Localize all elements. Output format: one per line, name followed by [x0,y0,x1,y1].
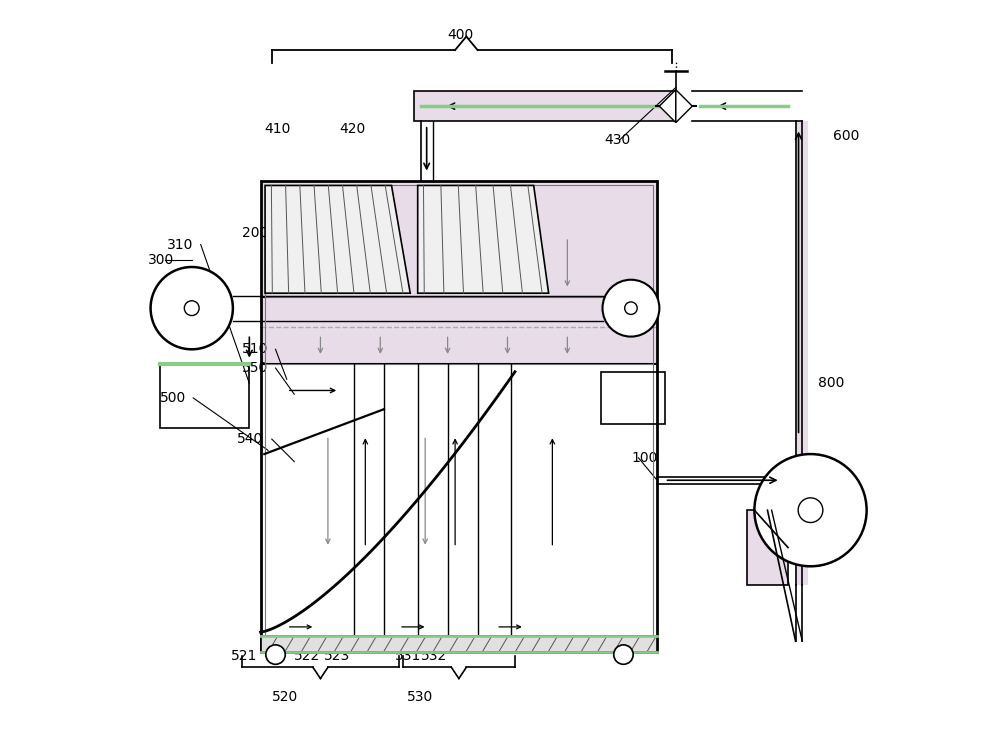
Text: 400: 400 [448,28,474,42]
Bar [414,91,676,121]
Text: 200: 200 [242,226,268,240]
Text: 320: 320 [163,279,190,293]
Text: 600: 600 [833,129,859,143]
Text: 550: 550 [242,361,268,375]
Polygon shape [418,185,549,293]
Circle shape [151,267,233,349]
Text: 420: 420 [339,122,365,136]
Bar [261,636,657,653]
Bar [265,185,653,648]
Bar [160,364,249,428]
Text: 110: 110 [620,634,646,648]
Text: 410: 410 [264,122,291,136]
Bar [261,181,657,653]
Circle shape [614,645,633,665]
Circle shape [266,645,285,665]
Text: 531: 531 [395,649,422,663]
Text: 100: 100 [631,451,657,465]
Bar [261,297,657,364]
Text: 520: 520 [272,690,298,704]
Text: 523: 523 [324,649,350,663]
Bar [747,510,788,585]
Bar [747,510,788,585]
Text: 700: 700 [534,634,560,648]
Bar [414,91,676,121]
Polygon shape [676,89,692,122]
Polygon shape [265,185,410,293]
Circle shape [754,454,867,566]
Bar [261,181,657,297]
Bar [795,121,808,585]
Text: 532: 532 [421,649,448,663]
Polygon shape [659,89,676,122]
Text: 521: 521 [231,649,257,663]
Text: 540: 540 [237,432,263,446]
Bar [601,372,665,424]
Text: 300: 300 [148,252,175,267]
Text: 430: 430 [605,133,631,146]
Text: 800: 800 [818,376,844,390]
Text: 530: 530 [406,690,433,704]
Text: 310: 310 [167,237,193,252]
Text: 510: 510 [242,342,268,356]
Text: 500: 500 [160,391,186,405]
Circle shape [603,279,659,336]
Text: 522: 522 [294,649,320,663]
